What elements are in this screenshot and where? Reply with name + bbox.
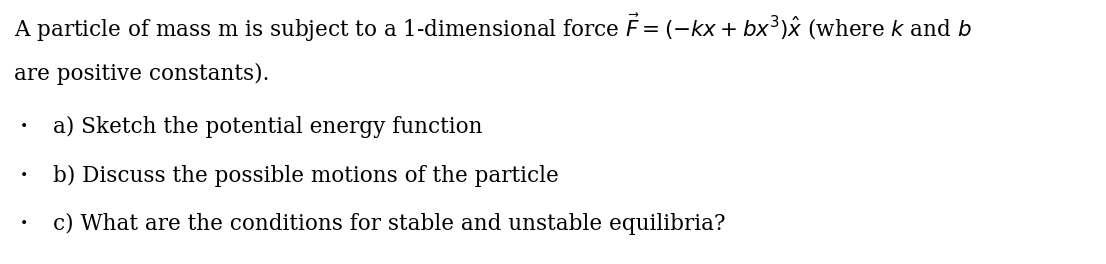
Text: •: • (20, 120, 29, 134)
Text: c) What are the conditions for stable and unstable equilibria?: c) What are the conditions for stable an… (53, 213, 726, 235)
Text: are positive constants).: are positive constants). (14, 63, 270, 86)
Text: b) Discuss the possible motions of the particle: b) Discuss the possible motions of the p… (53, 164, 559, 187)
Text: •: • (20, 217, 29, 232)
Text: A particle of mass m is subject to a 1-dimensional force $\vec{F} = (-kx + bx^3): A particle of mass m is subject to a 1-d… (14, 12, 972, 44)
Text: a) Sketch the potential energy function: a) Sketch the potential energy function (53, 116, 482, 138)
Text: •: • (20, 168, 29, 183)
